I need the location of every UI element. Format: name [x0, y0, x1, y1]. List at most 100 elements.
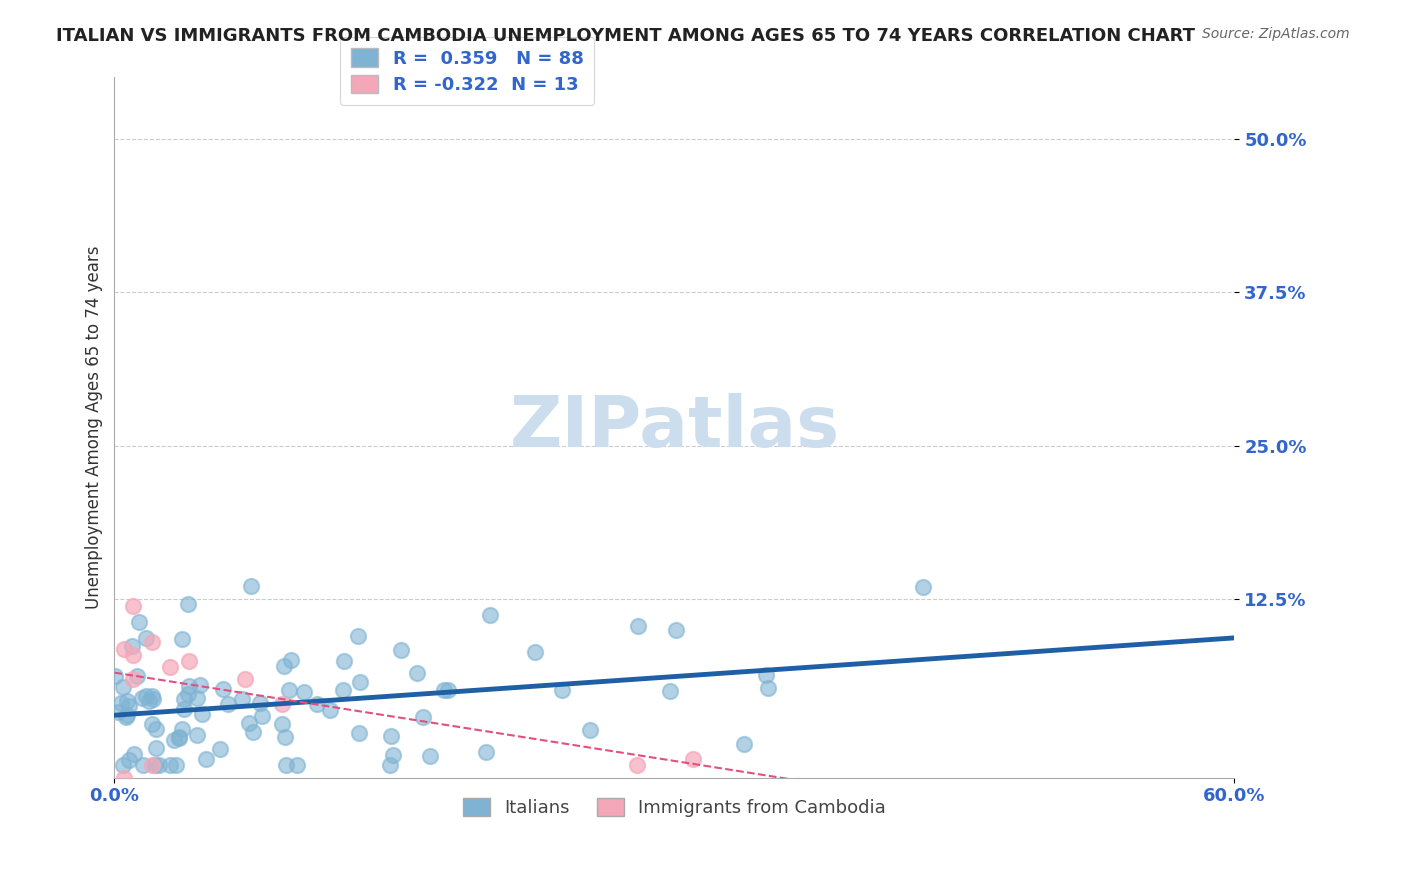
Point: [238, 716, 260, 731]
Point: [131, 691, 153, 706]
Point: [165, 758, 187, 772]
Point: [128, 615, 150, 629]
Point: [143, 758, 166, 772]
Point: [274, 758, 297, 772]
Point: [419, 748, 441, 763]
Point: [159, 758, 181, 772]
Point: [135, 632, 157, 646]
Point: [122, 648, 145, 662]
Point: [141, 635, 163, 649]
Point: [145, 723, 167, 737]
Point: [378, 758, 401, 772]
Point: [172, 632, 194, 646]
Point: [433, 682, 456, 697]
Point: [242, 725, 264, 739]
Point: [173, 701, 195, 715]
Point: [280, 652, 302, 666]
Point: [523, 644, 546, 658]
Point: [274, 730, 297, 744]
Point: [318, 703, 340, 717]
Point: [273, 659, 295, 673]
Point: [733, 737, 755, 751]
Point: [179, 679, 201, 693]
Text: ITALIAN VS IMMIGRANTS FROM CAMBODIA UNEMPLOYMENT AMONG AGES 65 TO 74 YEARS CORRE: ITALIAN VS IMMIGRANTS FROM CAMBODIA UNEM…: [56, 27, 1195, 45]
Point: [233, 673, 256, 687]
Point: [626, 758, 648, 772]
Legend: Italians, Immigrants from Cambodia: Italians, Immigrants from Cambodia: [456, 790, 893, 824]
Point: [412, 709, 434, 723]
Point: [250, 709, 273, 723]
Point: [167, 730, 190, 744]
Point: [138, 694, 160, 708]
Point: [177, 597, 200, 611]
Point: [285, 758, 308, 772]
Point: [132, 758, 155, 772]
Point: [333, 654, 356, 668]
Point: [406, 665, 429, 680]
Point: [107, 705, 129, 719]
Point: [122, 599, 145, 613]
Point: [391, 642, 413, 657]
Point: [177, 687, 200, 701]
Point: [211, 682, 233, 697]
Point: [292, 685, 315, 699]
Point: [332, 682, 354, 697]
Point: [186, 690, 208, 705]
Point: [172, 722, 194, 736]
Point: [208, 742, 231, 756]
Point: [122, 673, 145, 687]
Point: [141, 689, 163, 703]
Point: [173, 692, 195, 706]
Point: [142, 691, 165, 706]
Point: [145, 740, 167, 755]
Point: [551, 683, 574, 698]
Point: [249, 696, 271, 710]
Point: [115, 694, 138, 708]
Point: [118, 699, 141, 714]
Point: [121, 639, 143, 653]
Point: [347, 726, 370, 740]
Point: [682, 752, 704, 766]
Y-axis label: Unemployment Among Ages 65 to 74 years: Unemployment Among Ages 65 to 74 years: [86, 246, 103, 609]
Point: [112, 680, 135, 694]
Point: [474, 746, 496, 760]
Point: [437, 682, 460, 697]
Text: Source: ZipAtlas.com: Source: ZipAtlas.com: [1202, 27, 1350, 41]
Point: [167, 731, 190, 745]
Point: [579, 723, 602, 737]
Point: [217, 697, 239, 711]
Point: [231, 692, 253, 706]
Point: [112, 758, 135, 772]
Point: [159, 660, 181, 674]
Point: [271, 717, 294, 731]
Point: [478, 607, 501, 622]
Point: [188, 678, 211, 692]
Point: [112, 641, 135, 656]
Point: [104, 669, 127, 683]
Point: [112, 771, 135, 785]
Point: [307, 697, 329, 711]
Point: [127, 669, 149, 683]
Text: ZIPatlas: ZIPatlas: [509, 393, 839, 462]
Point: [122, 747, 145, 762]
Point: [240, 579, 263, 593]
Point: [349, 675, 371, 690]
Point: [114, 710, 136, 724]
Point: [658, 684, 681, 698]
Point: [347, 629, 370, 643]
Point: [191, 706, 214, 721]
Point: [195, 752, 218, 766]
Point: [912, 580, 935, 594]
Point: [177, 654, 200, 668]
Point: [381, 748, 404, 763]
Point: [118, 753, 141, 767]
Point: [115, 708, 138, 723]
Point: [278, 683, 301, 698]
Point: [755, 668, 778, 682]
Point: [665, 623, 688, 637]
Point: [758, 681, 780, 695]
Point: [627, 618, 650, 632]
Point: [162, 733, 184, 747]
Point: [186, 729, 208, 743]
Point: [141, 717, 163, 731]
